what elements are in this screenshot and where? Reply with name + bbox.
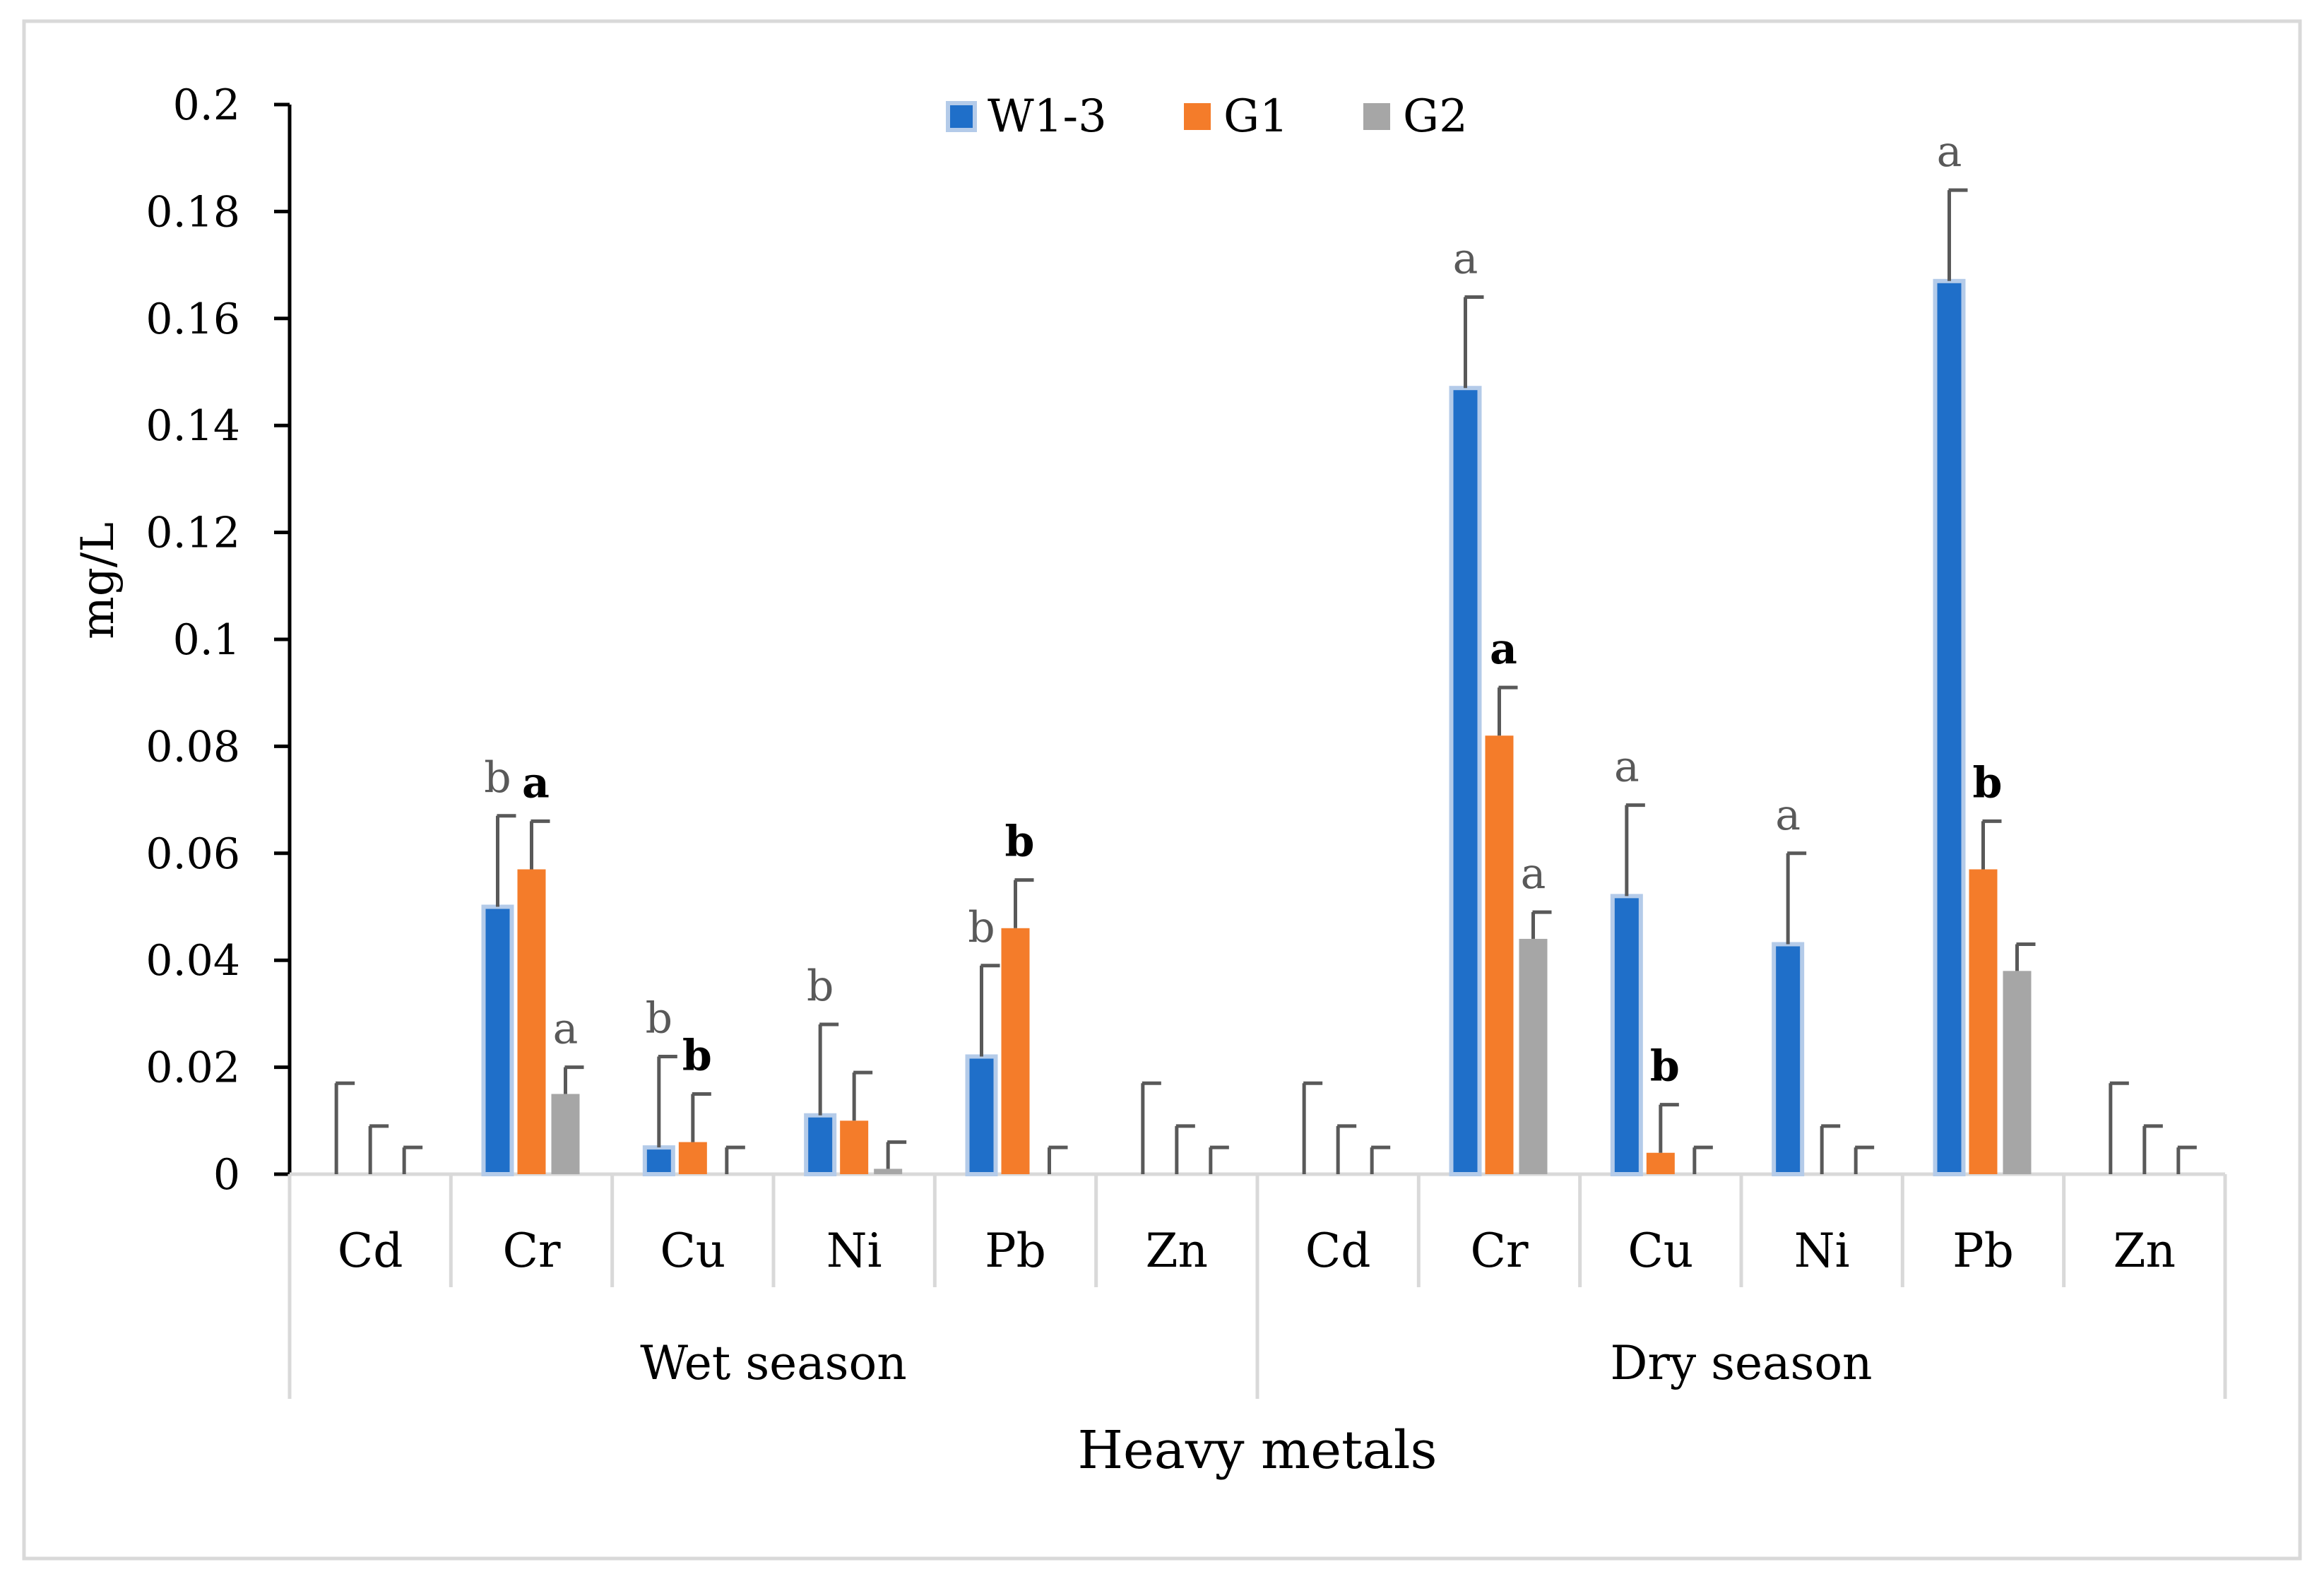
significance-letter: b	[968, 903, 995, 952]
bar-w1-3	[642, 1145, 675, 1177]
bar-g1	[1485, 735, 1514, 1174]
bar-g1	[1646, 1152, 1675, 1174]
y-tick-label: 0.02	[146, 1043, 240, 1093]
legend-label: G2	[1403, 90, 1468, 143]
bar-g1	[1969, 869, 1998, 1174]
significance-letter: a	[1453, 235, 1478, 284]
x-category-label: Cr	[502, 1224, 560, 1278]
significance-letter: a	[522, 758, 550, 808]
y-axis-title: mg/L	[72, 522, 124, 639]
bar-g2	[1519, 938, 1548, 1174]
bar-w1-3	[1610, 894, 1643, 1176]
significance-letter: a	[1490, 625, 1517, 674]
x-category-label: Pb	[985, 1224, 1046, 1278]
significance-letter: a	[553, 1005, 579, 1054]
significance-letter: a	[1614, 743, 1640, 792]
y-tick-label: 0.12	[146, 509, 240, 558]
legend-swatch-g2	[1363, 103, 1390, 130]
significance-letter: b	[484, 753, 511, 803]
y-tick-label: 0	[213, 1150, 240, 1200]
bar-g2	[874, 1169, 903, 1174]
y-tick-label: 0.1	[173, 615, 240, 665]
bar-w1-3	[1933, 278, 1966, 1176]
x-category-label: Zn	[2113, 1224, 2176, 1278]
bar-w1-3	[481, 904, 514, 1176]
significance-letter: b	[646, 993, 672, 1043]
chart-frame	[22, 19, 2302, 1561]
x-category-label: Cd	[1305, 1224, 1371, 1278]
significance-letter: a	[1775, 791, 1801, 840]
x-category-label: Cd	[338, 1224, 403, 1278]
x-category-label: Cr	[1470, 1224, 1528, 1278]
legend-swatch-w1-3	[946, 101, 977, 132]
x-group-label: Wet season	[640, 1336, 906, 1390]
y-tick-label: 0.14	[146, 401, 240, 451]
y-tick-label: 0.16	[146, 295, 240, 344]
y-tick-label: 0.08	[146, 722, 240, 771]
legend-label: G1	[1223, 90, 1288, 143]
x-group-label: Dry season	[1610, 1336, 1872, 1390]
legend-label: W1-3	[988, 90, 1107, 143]
bar-w1-3	[1772, 942, 1805, 1176]
x-category-label: Zn	[1146, 1224, 1208, 1278]
bar-w1-3	[804, 1113, 837, 1176]
x-category-label: Cu	[660, 1224, 725, 1278]
significance-letter: b	[1650, 1042, 1680, 1092]
bar-g1	[840, 1120, 869, 1174]
x-category-label: Pb	[1952, 1224, 2014, 1278]
y-tick-label: 0.18	[146, 187, 240, 237]
y-tick-label: 0.04	[146, 936, 240, 986]
significance-letter: b	[807, 962, 834, 1011]
significance-letter: b	[1005, 817, 1035, 867]
significance-letter: a	[1521, 849, 1546, 899]
x-axis-title: Heavy metals	[1077, 1420, 1437, 1481]
x-category-label: Ni	[826, 1224, 882, 1278]
bar-g2	[551, 1094, 580, 1174]
bar-w1-3	[965, 1054, 998, 1176]
bar-g1	[678, 1142, 707, 1174]
bar-g1	[1001, 928, 1030, 1174]
x-category-label: Cu	[1628, 1224, 1693, 1278]
significance-letter: a	[1937, 127, 1962, 177]
bar-w1-3	[1449, 386, 1482, 1177]
bar-g1	[517, 869, 546, 1174]
y-tick-label: 0.06	[146, 829, 240, 879]
bar-g2	[2003, 971, 2032, 1174]
x-category-label: Ni	[1794, 1224, 1850, 1278]
y-tick-label: 0.2	[173, 81, 240, 130]
legend-swatch-g1	[1184, 103, 1211, 130]
significance-letter: b	[1973, 758, 2003, 808]
significance-letter: b	[682, 1031, 712, 1080]
